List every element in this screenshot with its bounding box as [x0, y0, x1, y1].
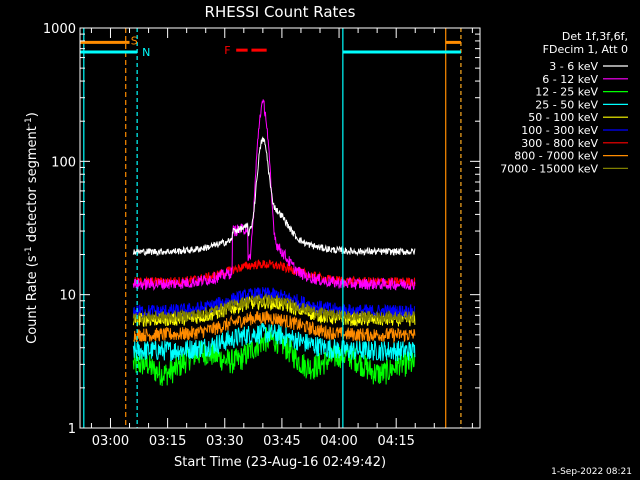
series-line-3-6keV [132, 136, 416, 257]
legend-label: 25 - 50 keV [535, 98, 598, 111]
y-axis-label-part: ) [25, 112, 40, 117]
y-axis-label-exponent: -1 [24, 246, 34, 255]
x-tick-label: 04:15 [377, 434, 414, 449]
plot-frame [79, 27, 481, 429]
y-axis-label-part: Count Rate (s [25, 255, 40, 344]
marker-group: SN F [80, 28, 462, 428]
legend-label: 800 - 7000 keV [514, 150, 598, 163]
legend-label: 50 - 100 keV [528, 111, 598, 124]
legend-label: 100 - 300 keV [521, 124, 598, 137]
legend-header-line-1: Det 1f,3f,6f, [562, 30, 628, 43]
series-line-7000-15000keV [132, 292, 416, 324]
legend: Det 1f,3f,6f, FDecim 1, Att 0 3 - 6 keV6… [500, 30, 628, 175]
saa-marker-label: S [131, 34, 138, 47]
legend-label: 7000 - 15000 keV [500, 162, 598, 175]
legend-label: 300 - 800 keV [521, 137, 598, 150]
y-tick-label: 1 [68, 422, 76, 437]
y-axis-label-part: detector segment [25, 126, 40, 246]
y-tick-label: 10 [59, 289, 76, 304]
legend-header-line-2: FDecim 1, Att 0 [543, 43, 628, 56]
footer-date: 1-Sep-2022 08:21 [551, 467, 632, 477]
x-axis-label: Start Time (23-Aug-16 02:49:42) [174, 455, 386, 470]
legend-label: 6 - 12 keV [542, 73, 598, 86]
x-tick-label: 03:45 [263, 434, 300, 449]
series-line-800-7000keV [133, 310, 416, 344]
chart-title: RHESSI Count Rates [205, 3, 356, 21]
x-tick-label: 03:00 [92, 434, 129, 449]
y-tick-label: 100 [51, 155, 76, 170]
series-line-12-25keV [132, 327, 416, 387]
series-line-25-50keV [132, 322, 416, 362]
axes-group: 1 10 100 1000 03:00 03:15 03:30 03:45 04:00 04:15 [43, 22, 480, 449]
y-axis-label-exponent: -1 [24, 117, 34, 126]
legend-label: 12 - 25 keV [535, 86, 598, 99]
y-tick-label: 1000 [43, 22, 76, 37]
x-tick-label: 03:15 [149, 434, 186, 449]
series-line-6-12keV [132, 99, 416, 291]
y-axis-label: Count Rate (s-1 detector segment-1) [24, 112, 40, 344]
night-marker-label: N [142, 46, 150, 59]
series-group [132, 99, 416, 387]
legend-label: 3 - 6 keV [549, 60, 598, 73]
x-tick-label: 04:00 [320, 434, 357, 449]
x-tick-label: 03:30 [206, 434, 243, 449]
attenuator-marker-label: F [224, 44, 230, 57]
